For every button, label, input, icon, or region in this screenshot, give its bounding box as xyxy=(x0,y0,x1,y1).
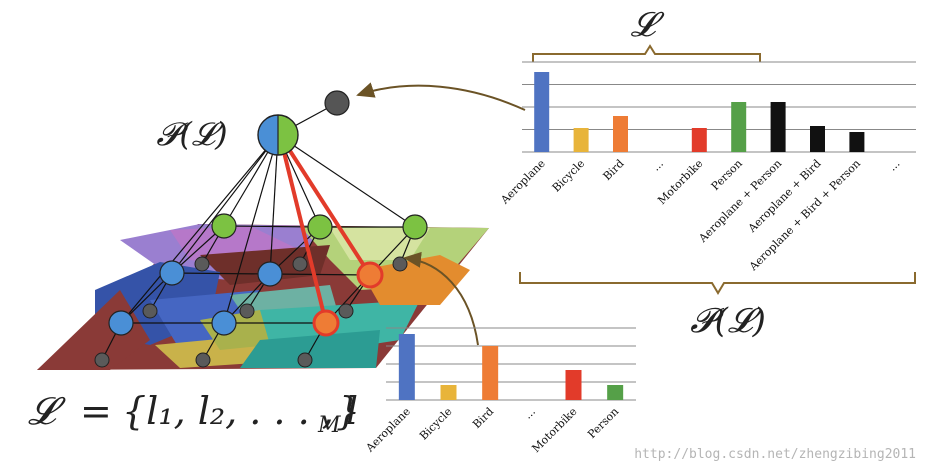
watermark: http://blog.csdn.net/zhengzibing2011 xyxy=(634,447,916,462)
tick-label: ... xyxy=(521,405,538,422)
tick-label: Aeroplane xyxy=(498,157,548,207)
tick-label: Bicycle xyxy=(550,157,588,195)
green-node xyxy=(211,213,237,239)
small-gray-node xyxy=(392,256,408,272)
root-split-node xyxy=(257,114,299,156)
blue-node xyxy=(257,261,283,287)
tick-label: Motorbike xyxy=(529,405,579,455)
svg-text:}: } xyxy=(336,389,360,433)
bar xyxy=(482,346,499,400)
bar xyxy=(849,132,865,152)
highlight-edges xyxy=(279,138,372,324)
bar xyxy=(770,102,786,152)
blue-node xyxy=(211,310,237,336)
set-definition: 𝓛 = {l₁, l₂, . . . , l M } xyxy=(28,389,360,438)
bar xyxy=(607,385,624,400)
small-gray-node xyxy=(94,352,110,368)
blue-node xyxy=(159,260,185,286)
bar xyxy=(573,128,589,152)
tick-label: Bicycle xyxy=(417,405,455,443)
svg-text:=: = xyxy=(80,389,112,433)
small-gray-node xyxy=(142,303,158,319)
bar xyxy=(440,385,457,400)
tick-label: Person xyxy=(585,405,621,441)
label-L-top: 𝓛 xyxy=(631,5,665,45)
label-chart: Aeroplane Bicycle Bird ...Motorbike Person xyxy=(363,327,636,455)
svg-text:{l₁, l₂, . . . , l: {l₁, l₂, . . . , l xyxy=(122,389,358,433)
label-PL-left: 𝓟(𝓛) xyxy=(156,115,227,153)
bar xyxy=(731,102,747,152)
tick-label: Bird xyxy=(601,157,627,183)
bar xyxy=(613,116,628,152)
top-bracket xyxy=(532,44,761,62)
tick-label: Aeroplane + Bird xyxy=(745,157,824,236)
bar xyxy=(691,128,707,152)
small-gray-node xyxy=(338,303,354,319)
small-gray-node xyxy=(239,303,255,319)
small-gray-node xyxy=(292,256,308,272)
small-gray-node xyxy=(195,352,211,368)
dark-gray-node xyxy=(324,90,350,116)
small-gray-node xyxy=(297,352,313,368)
graph-nodes xyxy=(94,90,428,368)
tick-label: ... xyxy=(649,157,666,174)
arrow-to-gray-node xyxy=(356,82,526,111)
segmentation-image xyxy=(37,224,489,370)
bar xyxy=(534,72,550,152)
bar xyxy=(565,370,582,400)
svg-text:𝓛: 𝓛 xyxy=(28,389,66,433)
orange-node xyxy=(356,261,384,289)
green-node xyxy=(402,214,428,240)
power-set-chart: Aeroplane Bicycle Bird ...Motorbike PersonAe… xyxy=(498,61,916,274)
green-node xyxy=(307,214,333,240)
tick-label: Person xyxy=(709,157,745,193)
tick-label: Bird xyxy=(470,405,496,431)
orange-node xyxy=(312,309,340,337)
bar xyxy=(810,126,825,152)
label-PL-right: 𝓟(𝓛) xyxy=(690,301,766,341)
bar xyxy=(398,334,415,400)
svg-text:M: M xyxy=(317,413,341,438)
tick-label: ... xyxy=(886,157,903,174)
small-gray-node xyxy=(194,256,210,272)
tick-label: Aeroplane xyxy=(363,405,413,455)
blue-node xyxy=(108,310,134,336)
right-bracket xyxy=(519,272,916,295)
